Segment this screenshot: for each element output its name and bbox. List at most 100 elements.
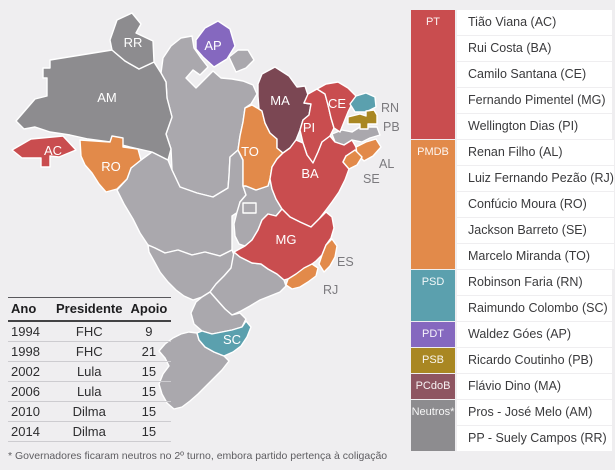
legend-entry: Renan Filho (AL) xyxy=(457,140,614,165)
table-cell: 15 xyxy=(126,361,172,382)
table-cell: 21 xyxy=(126,341,172,362)
table-row: 1998 FHC 21 xyxy=(8,341,172,362)
state-label-se: SE xyxy=(363,172,380,186)
table-row: 2002 Lula 15 xyxy=(8,361,172,382)
table-cell: 1998 xyxy=(8,341,52,362)
state-label-ma: MA xyxy=(270,93,290,108)
state-label-rn: RN xyxy=(381,101,399,115)
legend-entry: PP - Suely Campos (RR) xyxy=(457,426,612,451)
table-cell: 2014 xyxy=(8,421,52,442)
legend-swatch: PSB xyxy=(411,348,455,373)
table-cell: FHC xyxy=(52,341,127,362)
legend-entry: Fernando Pimentel (MG) xyxy=(457,88,612,113)
legend-swatch: PDT xyxy=(411,322,455,347)
table-cell: 2002 xyxy=(8,361,52,382)
party-legend: PT Tião Viana (AC) Rui Costa (BA) Camilo Sa… xyxy=(411,10,614,452)
state-ac xyxy=(11,135,77,168)
state-df xyxy=(242,202,257,214)
state-label-sc: SC xyxy=(223,332,241,347)
table-row: 2006 Lula 15 xyxy=(8,381,172,402)
legend-group-pmdb: PMDB Renan Filho (AL) Luiz Fernando Pezão … xyxy=(411,140,614,269)
header-ano: Ano xyxy=(8,297,52,322)
legend-entry: Confúcio Moura (RO) xyxy=(457,192,614,217)
legend-entry: Robinson Faria (RN) xyxy=(457,270,612,295)
legend-entry: Flávio Dino (MA) xyxy=(457,374,612,399)
table-header-row: Ano Presidente Apoio xyxy=(8,297,172,322)
state-se xyxy=(342,149,363,170)
legend-entry: Tião Viana (AC) xyxy=(457,10,612,35)
legend-group-psb: PSB Ricardo Coutinho (PB) xyxy=(411,348,612,373)
island-marajo xyxy=(228,49,255,73)
state-label-ap: AP xyxy=(204,38,221,53)
table-cell: 15 xyxy=(126,381,172,402)
state-label-am: AM xyxy=(97,90,117,105)
state-label-ba: BA xyxy=(301,166,319,181)
state-rj xyxy=(285,263,319,290)
table-row: 2014 Dilma 15 xyxy=(8,421,172,442)
legend-party-label: PDT xyxy=(422,328,444,340)
state-label-pi: PI xyxy=(303,120,315,135)
table-cell: 2010 xyxy=(8,401,52,422)
table-cell: 15 xyxy=(126,421,172,442)
legend-swatch: PSD xyxy=(411,270,455,321)
table-row: 1994 FHC 9 xyxy=(8,321,172,342)
legend-group-pcdob: PCdoB Flávio Dino (MA) xyxy=(411,374,612,399)
legend-party-label: PSB xyxy=(421,354,444,366)
state-label-rr: RR xyxy=(124,35,143,50)
table-row: 2010 Dilma 15 xyxy=(8,401,172,422)
state-es xyxy=(318,238,338,273)
legend-party-label: PSD xyxy=(421,276,445,288)
legend-entry: Ricardo Coutinho (PB) xyxy=(457,348,612,373)
legend-group-neutros: Neutros* Pros - José Melo (AM) PP - Suely … xyxy=(411,400,612,451)
legend-party-label: Neutros* xyxy=(411,406,455,418)
state-label-mg: MG xyxy=(276,232,297,247)
legend-group-pt: PT Tião Viana (AC) Rui Costa (BA) Camilo Sa… xyxy=(411,10,612,139)
legend-entry: Waldez Góes (AP) xyxy=(457,322,612,347)
table-cell: Dilma xyxy=(52,421,127,442)
table-cell: FHC xyxy=(52,321,127,342)
legend-entry: Wellington Dias (PI) xyxy=(457,114,612,139)
legend-party-label: PT xyxy=(425,16,441,28)
legend-entry: Raimundo Colombo (SC) xyxy=(457,296,612,321)
table-cell: Dilma xyxy=(52,401,127,422)
state-ap xyxy=(195,20,236,68)
legend-entry: Pros - José Melo (AM) xyxy=(457,400,612,425)
legend-entry: Luiz Fernando Pezão (RJ) xyxy=(457,166,614,191)
legend-swatch: PCdoB xyxy=(411,374,455,399)
table-cell: Lula xyxy=(52,361,127,382)
table-cell: 1994 xyxy=(8,321,52,342)
state-pb xyxy=(347,109,378,130)
footnote: * Governadores ficaram neutros no 2º tur… xyxy=(8,450,388,462)
legend-entry: Jackson Barreto (SE) xyxy=(457,218,614,243)
state-am xyxy=(15,49,173,161)
legend-group-pdt: PDT Waldez Góes (AP) xyxy=(411,322,612,347)
legend-party-label: PMDB xyxy=(417,146,449,158)
state-label-ac: AC xyxy=(44,143,62,158)
legend-swatch: PT xyxy=(411,10,455,139)
header-apoio: Apoio xyxy=(126,297,172,322)
state-label-pb: PB xyxy=(383,120,400,134)
support-table: Ano Presidente Apoio 1994 FHC 9 1998 FHC 21 20… xyxy=(8,297,172,442)
legend-entry: Rui Costa (BA) xyxy=(457,36,612,61)
state-rn xyxy=(349,92,377,113)
table-cell: 15 xyxy=(126,401,172,422)
table-cell: Lula xyxy=(52,381,127,402)
state-ce xyxy=(316,81,357,133)
table-body: 1994 FHC 9 1998 FHC 21 2002 Lula 15 2006 Lula 15 201… xyxy=(8,321,172,442)
legend-entry: Camilo Santana (CE) xyxy=(457,62,612,87)
state-rr xyxy=(109,12,155,70)
header-presidente: Presidente xyxy=(52,297,127,322)
legend-entry: Marcelo Miranda (TO) xyxy=(457,244,614,269)
table-cell: 2006 xyxy=(8,381,52,402)
state-ro xyxy=(79,135,142,193)
legend-party-label: PCdoB xyxy=(415,380,451,392)
legend-swatch: Neutros* xyxy=(411,400,455,451)
state-label-al: AL xyxy=(379,157,394,171)
state-label-rj: RJ xyxy=(323,283,338,297)
state-label-es: ES xyxy=(337,255,354,269)
state-label-ro: RO xyxy=(101,159,121,174)
state-mt xyxy=(116,149,247,257)
state-label-ce: CE xyxy=(328,96,346,111)
state-sc xyxy=(196,320,252,357)
